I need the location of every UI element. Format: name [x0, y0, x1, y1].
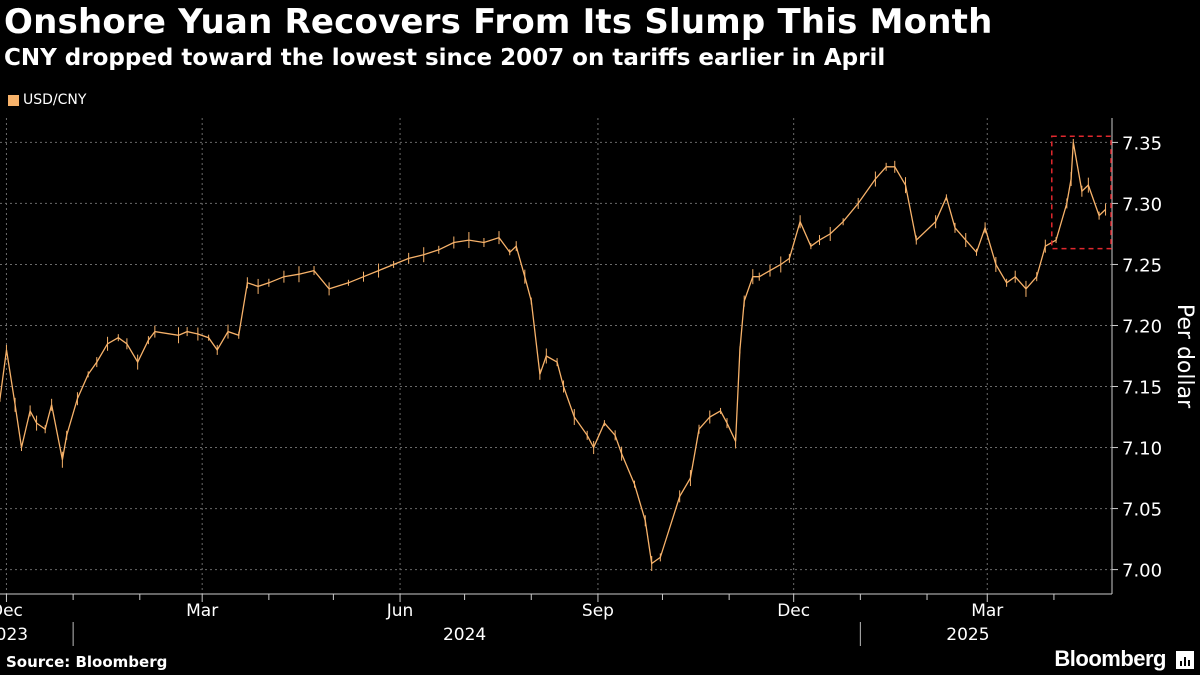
year-label: 2024: [443, 625, 486, 645]
axis-labels: 7.00 7.05 7.10 7.15 7.20 7.25 7.30 7.35 Dec Mar Ju…: [0, 133, 1197, 645]
legend: USD/CNY: [8, 92, 86, 108]
y-tick-label: 7.35: [1122, 133, 1162, 154]
year-label: 2025: [946, 625, 989, 645]
legend-label: USD/CNY: [23, 92, 87, 108]
bar-chart-icon: [1176, 651, 1194, 669]
y-tick-label: 7.05: [1122, 500, 1162, 521]
y-tick-label: 7.15: [1122, 378, 1162, 399]
chart-title: Onshore Yuan Recovers From Its Slump Thi…: [4, 2, 993, 42]
series-line-usd-cny: [0, 142, 1106, 565]
x-tick-label: Dec: [0, 601, 23, 621]
y-tick-label: 7.00: [1122, 561, 1162, 582]
x-tick-label: Mar: [971, 601, 1003, 621]
y-tick-label: 7.30: [1122, 194, 1162, 215]
source-note: Source: Bloomberg: [6, 653, 168, 671]
y-tick-label: 7.20: [1122, 316, 1162, 337]
x-tick-label: Jun: [386, 601, 414, 621]
chart-subtitle: CNY dropped toward the lowest since 2007…: [4, 45, 886, 71]
legend-swatch: [8, 94, 19, 106]
highlight-box: [1051, 135, 1112, 250]
plot-area: [0, 135, 1112, 571]
y-axis-title: Per dollar: [1172, 304, 1197, 409]
bloomberg-logo: Bloomberg: [1054, 646, 1166, 671]
gridlines: [0, 118, 1112, 594]
y-tick-label: 7.10: [1122, 439, 1162, 460]
x-tick-label: Sep: [582, 601, 614, 621]
y-tick-label: 7.25: [1122, 255, 1162, 276]
x-tick-label: Mar: [186, 601, 218, 621]
year-label: 2023: [0, 625, 28, 645]
axes: [0, 118, 1118, 646]
x-tick-label: Dec: [777, 601, 810, 621]
